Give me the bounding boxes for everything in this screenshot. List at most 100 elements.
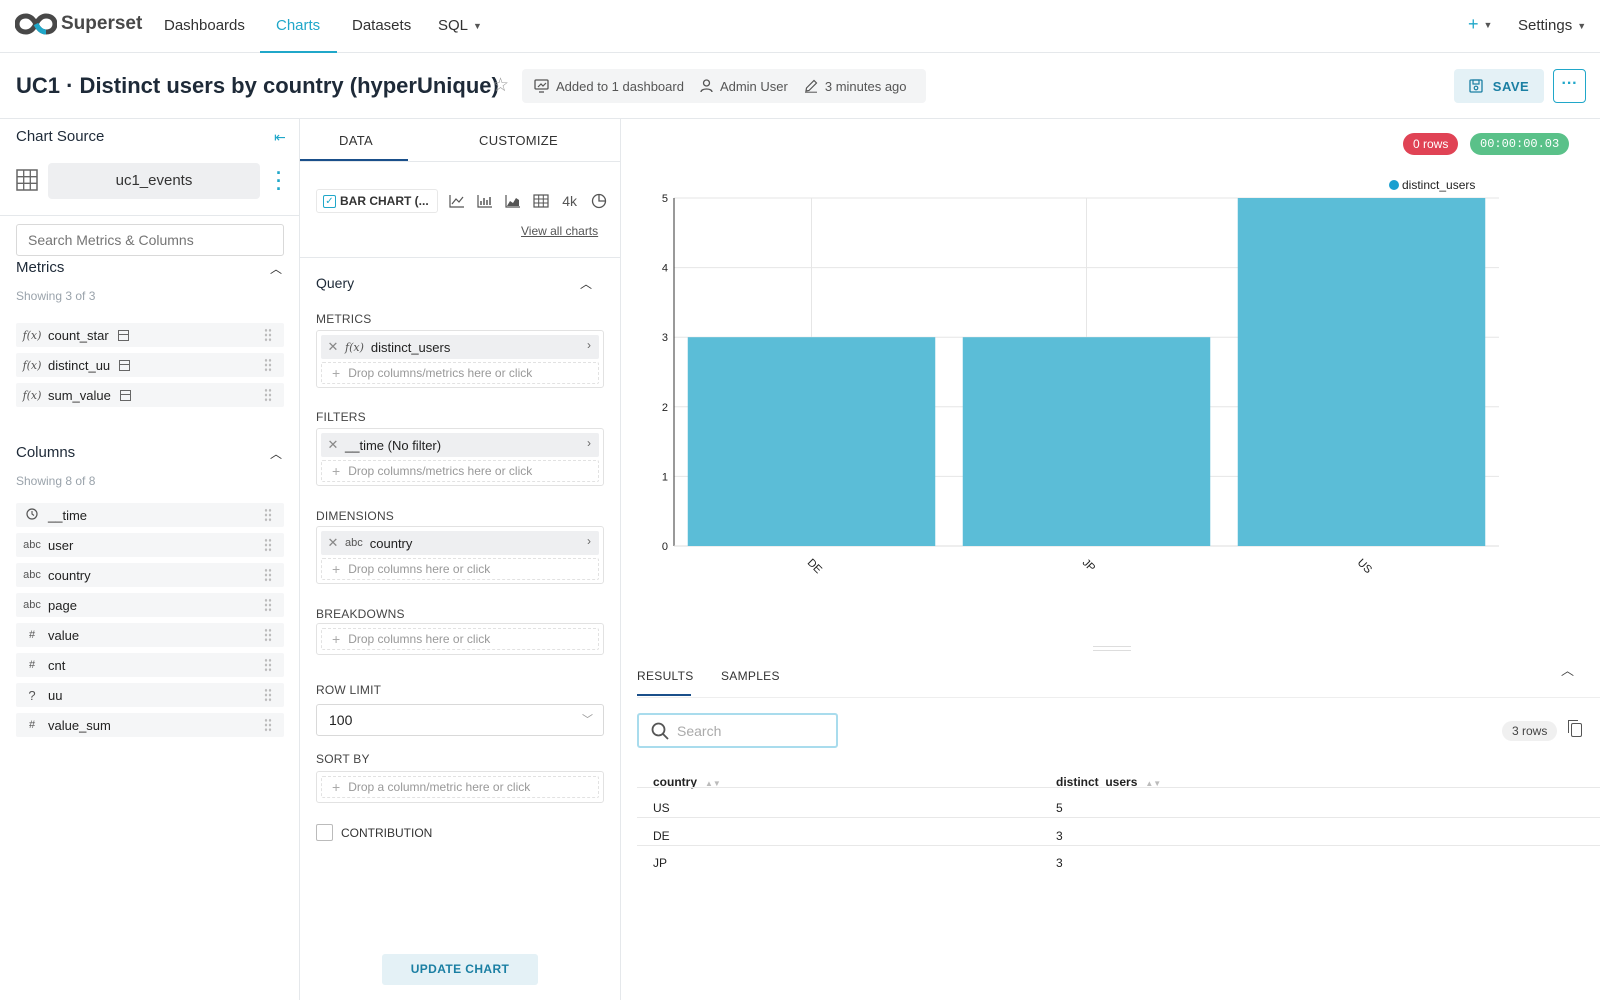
column-header-distinct-users[interactable]: distinct_users ▲▼ [1056,775,1161,789]
column-item[interactable]: abc user [16,533,284,557]
drag-handle-icon[interactable] [264,658,272,672]
resize-handle[interactable] [1093,646,1131,651]
remove-icon[interactable]: ✕ [327,437,339,452]
column-item[interactable]: abc country [16,563,284,587]
metric-item[interactable]: f(x) sum_value [16,383,284,407]
column-name: page [48,597,77,613]
big-number-icon[interactable]: 4k [562,193,578,209]
search-metrics-columns-input[interactable] [16,224,284,256]
numeric-type-icon: # [28,719,36,731]
pie-chart-icon[interactable] [590,193,608,209]
superset-logo[interactable]: Superset [15,12,142,36]
drag-handle-icon[interactable] [264,388,272,402]
column-item[interactable]: # cnt [16,653,284,677]
tab-results[interactable]: RESULTS [637,669,694,683]
column-item[interactable]: abc page [16,593,284,617]
drag-handle-icon[interactable] [264,328,272,342]
remove-icon[interactable]: ✕ [327,535,339,550]
results-search-input[interactable]: Search [637,713,838,748]
plus-icon: + [1468,14,1479,34]
collapse-panel-icon[interactable]: ⇤ [274,129,286,145]
sort-icon[interactable]: ▲▼ [705,779,721,788]
dimensions-control: ✕ abc country › + Drop columns here or click [316,526,604,584]
chevron-down-icon: ﹀ [582,714,593,726]
bar-chart-icon[interactable] [476,194,494,208]
settings-menu[interactable]: Settings ▼ [1518,17,1586,34]
table-chart-icon[interactable] [532,194,550,208]
row-limit-select[interactable]: 100 ﹀ [316,704,604,736]
nav-sql[interactable]: SQL ▼ [438,17,482,34]
nav-charts[interactable]: Charts [276,17,321,34]
new-menu[interactable]: + ▼ [1468,14,1492,35]
column-header-country[interactable]: country ▲▼ [653,775,721,789]
contribution-toggle[interactable]: CONTRIBUTION [316,824,432,841]
drag-handle-icon[interactable] [264,568,272,582]
metric-chip[interactable]: ✕ f(x) distinct_users › [321,335,599,359]
update-chart-button[interactable]: UPDATE CHART [382,954,538,985]
modified-info: 3 minutes ago [804,79,907,94]
contribution-checkbox[interactable] [316,824,333,841]
chevron-up-icon[interactable]: ︿ [270,447,283,461]
chevron-up-icon[interactable]: ︿ [1561,663,1575,678]
dataset-selector[interactable]: uc1_events [48,163,260,199]
drag-handle-icon[interactable] [264,598,272,612]
metrics-label: METRICS [316,312,372,326]
query-section-title[interactable]: Query [316,275,355,291]
drop-hint: Drop a column/metric here or click [348,780,531,794]
dimensions-label: DIMENSIONS [316,509,395,523]
metric-item[interactable]: f(x) distinct_uu [16,353,284,377]
drag-handle-icon[interactable] [264,688,272,702]
view-all-charts-link[interactable]: View all charts [521,224,599,238]
edit-pencil-icon [804,79,818,93]
plus-icon: + [332,779,341,795]
filters-drop-zone[interactable]: + Drop columns/metrics here or click [321,460,599,482]
drag-handle-icon[interactable] [264,718,272,732]
tab-samples[interactable]: SAMPLES [721,669,780,683]
plus-icon: + [332,631,341,647]
save-button[interactable]: SAVE [1454,69,1544,103]
line-chart-icon[interactable] [448,194,466,208]
table-icon [117,329,129,341]
infinity-logo-icon [15,13,57,35]
drag-handle-icon[interactable] [264,508,272,522]
chevron-up-icon[interactable]: ︿ [270,262,283,276]
remove-icon[interactable]: ✕ [327,339,339,354]
dashboards-info[interactable]: Added to 1 dashboard [534,79,684,94]
sort-icon[interactable]: ▲▼ [1145,779,1162,788]
column-item[interactable]: # value_sum [16,713,284,737]
column-name: value_sum [48,717,111,733]
area-chart-icon[interactable] [504,194,522,208]
metrics-drop-zone[interactable]: + Drop columns/metrics here or click [321,362,599,384]
nav-dashboards[interactable]: Dashboards [164,17,245,34]
chart-title[interactable]: UC1 · Distinct users by country (hyperUn… [16,73,499,98]
drag-handle-icon[interactable] [264,538,272,552]
more-actions-button[interactable]: ··· [1553,69,1586,103]
bar-chart: 0 1 2 3 4 5 DE JP US distinct_users [662,178,1499,576]
columns-section-title[interactable]: Columns [16,444,76,461]
sort-by-drop-zone[interactable]: + Drop a column/metric here or click [321,776,599,798]
drop-hint: Drop columns/metrics here or click [348,464,533,478]
brand-name: Superset [61,13,143,34]
metric-item[interactable]: f(x) count_star [16,323,284,347]
dataset-menu-icon[interactable]: · · · [276,163,282,199]
nav-datasets[interactable]: Datasets [352,17,412,34]
drag-handle-icon[interactable] [264,628,272,642]
column-item[interactable]: ? uu [16,683,284,707]
chart-metadata-bar: Added to 1 dashboard Admin User 3 minute… [522,69,926,103]
dashboards-count: Added to 1 dashboard [556,78,684,94]
dimension-chip[interactable]: ✕ abc country › [321,531,599,555]
favorite-star-icon[interactable]: ☆ [492,75,510,96]
dimensions-drop-zone[interactable]: + Drop columns here or click [321,558,599,580]
copy-icon[interactable] [1568,720,1582,737]
drag-handle-icon[interactable] [264,358,272,372]
column-item[interactable]: # value [16,623,284,647]
breakdowns-drop-zone[interactable]: + Drop columns here or click [321,628,599,650]
filter-chip[interactable]: ✕ __time (No filter) › [321,433,599,457]
tab-data[interactable]: DATA [339,133,373,148]
query-timer-badge: 00:00:00.03 [1470,133,1570,155]
viz-type-selector[interactable]: ✓ BAR CHART (... [316,189,438,213]
tab-customize[interactable]: CUSTOMIZE [479,133,559,148]
metrics-section-title[interactable]: Metrics [16,259,65,276]
chevron-up-icon[interactable]: ︿ [580,277,593,291]
column-item[interactable]: __time [16,503,284,527]
